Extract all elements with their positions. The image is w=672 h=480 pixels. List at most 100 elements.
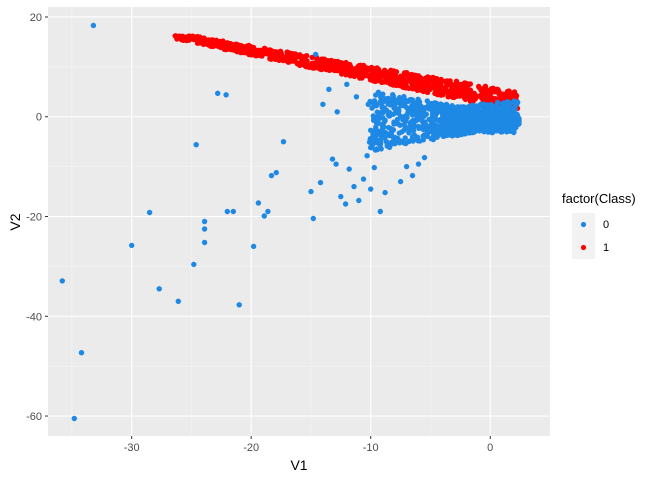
point-class-0 [397, 122, 403, 128]
point-class-0 [326, 86, 332, 93]
point-class-0 [455, 110, 461, 117]
x-tick-label: -10 [363, 442, 379, 454]
point-class-1 [178, 33, 185, 40]
point-class-1 [272, 50, 278, 57]
point-class-0 [476, 119, 483, 126]
point-class-1 [188, 36, 194, 42]
point-class-0 [193, 142, 199, 148]
point-class-1 [433, 76, 439, 82]
y-tick-label: -20 [26, 212, 42, 224]
point-class-0 [453, 124, 459, 130]
point-class-1 [232, 41, 239, 47]
point-class-0 [407, 97, 413, 103]
point-class-1 [344, 69, 351, 75]
point-class-0 [364, 153, 370, 159]
point-class-0 [368, 136, 375, 142]
point-class-0 [422, 119, 428, 125]
point-class-0 [383, 131, 390, 137]
point-class-1 [289, 53, 295, 59]
plot-panel [48, 7, 550, 436]
point-class-0 [390, 92, 396, 98]
point-class-0 [418, 103, 424, 110]
point-class-1 [267, 52, 273, 59]
point-class-1 [409, 76, 416, 82]
point-class-1 [284, 49, 291, 56]
point-class-1 [197, 34, 203, 40]
point-class-0 [317, 179, 324, 186]
point-class-0 [406, 130, 412, 136]
point-class-1 [489, 87, 495, 94]
point-class-0 [421, 154, 428, 161]
y-tick-label: 0 [36, 112, 42, 124]
point-class-0 [398, 113, 404, 120]
point-class-0 [310, 215, 316, 222]
point-class-0 [404, 111, 410, 118]
point-class-0 [440, 124, 447, 130]
point-class-0 [371, 164, 377, 171]
point-class-1 [257, 51, 263, 57]
point-class-1 [390, 82, 396, 88]
point-class-0 [201, 239, 208, 246]
point-class-0 [448, 112, 455, 118]
point-class-0 [402, 135, 408, 141]
point-class-1 [445, 94, 451, 100]
point-class-0 [90, 22, 97, 29]
point-class-1 [248, 46, 254, 53]
point-class-0 [391, 121, 397, 127]
point-class-0 [346, 166, 352, 172]
point-class-0 [435, 117, 441, 124]
point-class-1 [309, 54, 315, 61]
x-axis-ticks: -30 -20 -10 0 [124, 436, 493, 454]
point-class-0 [334, 109, 340, 115]
point-class-1 [486, 94, 492, 100]
point-class-1 [474, 93, 481, 100]
point-class-0 [373, 92, 379, 98]
point-class-0 [367, 144, 374, 151]
point-class-0 [443, 110, 449, 117]
point-class-1 [476, 83, 482, 90]
point-class-0 [397, 178, 404, 185]
point-class-0 [502, 109, 509, 115]
point-class-0 [403, 140, 409, 147]
point-class-0 [492, 114, 498, 120]
point-class-0 [501, 121, 507, 128]
point-class-1 [371, 73, 377, 80]
point-class-0 [261, 213, 267, 219]
point-class-1 [414, 86, 421, 92]
point-class-1 [448, 89, 454, 96]
y-axis-title: V2 [7, 213, 23, 230]
point-class-1 [224, 40, 231, 46]
point-class-0 [368, 127, 374, 133]
point-class-0 [506, 118, 513, 125]
point-class-1 [409, 71, 415, 78]
point-class-0 [513, 120, 520, 127]
point-class-0 [374, 109, 380, 115]
class-1-points [172, 33, 521, 114]
point-class-0 [409, 172, 416, 179]
point-class-0 [429, 111, 436, 118]
legend-key-0 [580, 221, 587, 228]
point-class-1 [344, 61, 350, 67]
point-class-1 [403, 78, 409, 84]
point-class-0 [496, 108, 502, 114]
point-class-0 [388, 129, 395, 135]
point-class-0 [338, 193, 344, 200]
legend: factor(Class) 0 1 [562, 191, 636, 259]
class-0-points [59, 22, 428, 422]
point-class-0 [400, 102, 406, 109]
point-class-1 [353, 70, 359, 77]
point-class-1 [425, 78, 431, 84]
point-class-0 [434, 133, 441, 139]
point-class-0 [250, 243, 257, 250]
point-class-0 [414, 116, 421, 122]
point-class-0 [393, 138, 400, 144]
point-class-1 [394, 78, 401, 84]
point-class-0 [224, 208, 230, 215]
point-class-1 [443, 87, 450, 94]
point-class-0 [265, 208, 271, 215]
point-class-1 [279, 51, 285, 58]
y-tick-label: -60 [26, 411, 42, 423]
point-class-1 [311, 60, 317, 66]
point-class-0 [375, 129, 381, 135]
x-axis-title: V1 [290, 457, 307, 473]
